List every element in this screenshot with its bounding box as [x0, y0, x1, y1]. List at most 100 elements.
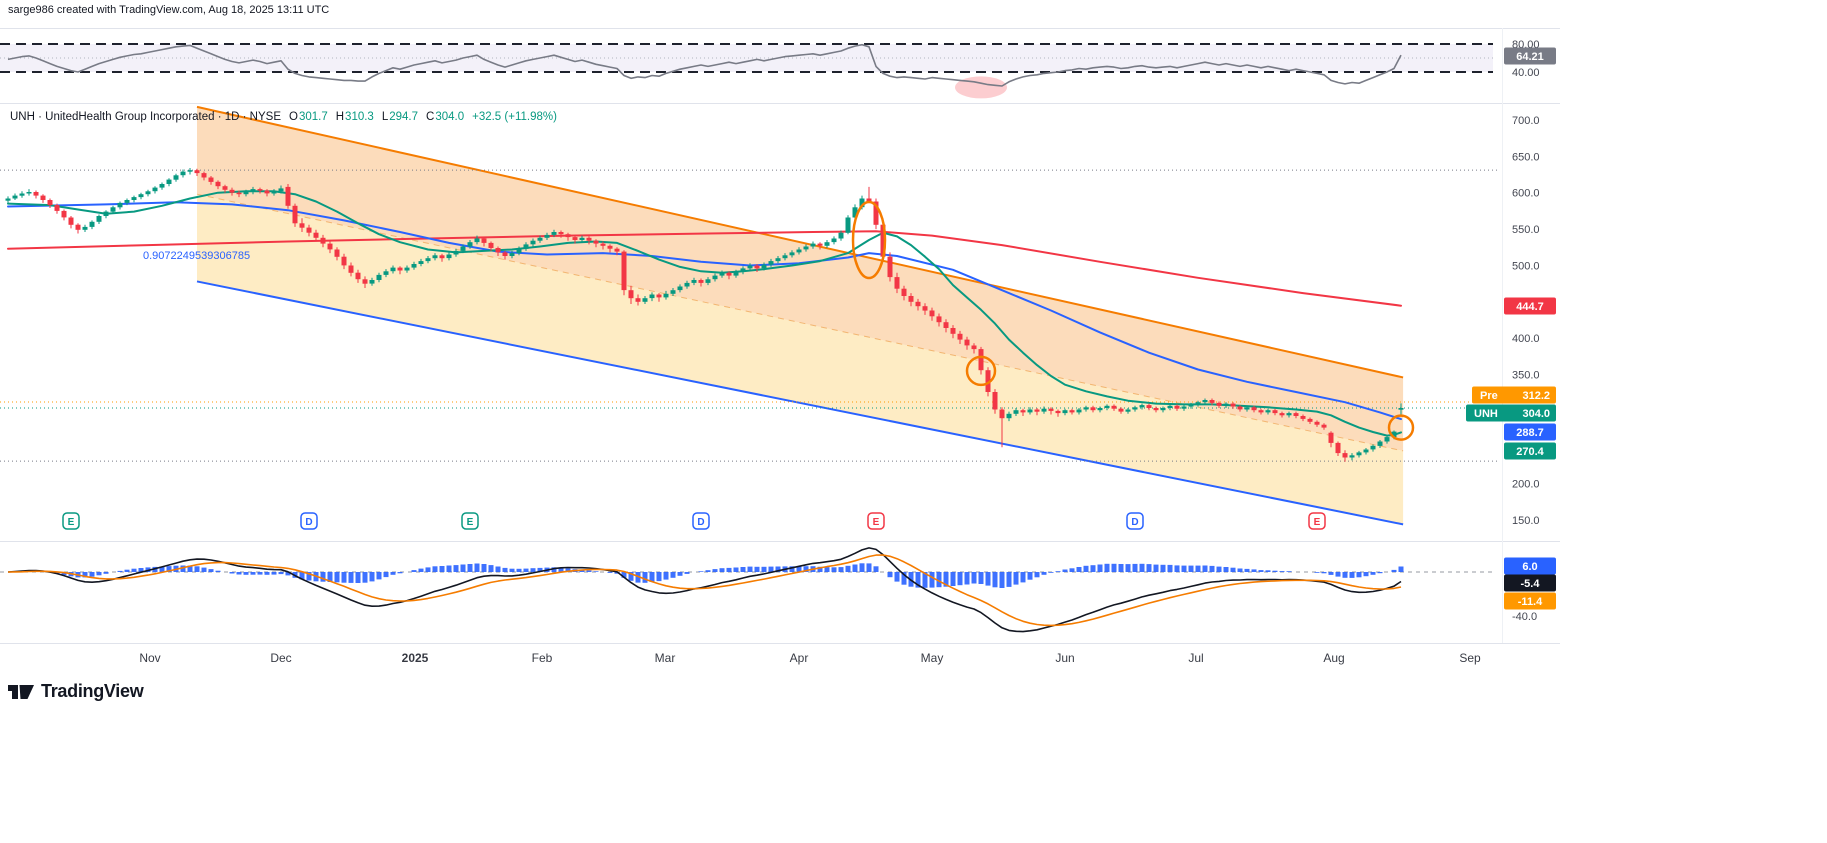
macd-histogram-bar: [1244, 568, 1250, 572]
dividend-marker[interactable]: [692, 512, 710, 530]
symbol-title[interactable]: UNH · UnitedHealth Group Incorporated · …: [10, 111, 281, 123]
macd-histogram-bar: [803, 566, 809, 572]
macd-histogram-bar: [635, 572, 641, 583]
macd-histogram-bar: [411, 570, 417, 572]
macd-histogram-bar: [789, 566, 795, 572]
candle-body: [810, 243, 816, 247]
rsi-pane[interactable]: [0, 43, 1493, 99]
macd-histogram-bar: [124, 569, 130, 572]
earnings-marker[interactable]: [1308, 512, 1326, 530]
macd-histogram-bar: [1314, 572, 1320, 573]
macd-histogram-bar: [1041, 572, 1047, 575]
dividend-marker[interactable]: [300, 512, 318, 530]
candle-body: [838, 232, 844, 239]
candle-body: [187, 170, 193, 172]
candle-body: [670, 290, 676, 294]
candle-body: [530, 240, 536, 245]
candle-body: [593, 240, 599, 244]
candle-body: [572, 237, 578, 240]
macd-histogram-bar: [649, 572, 655, 582]
candle-body: [1062, 410, 1068, 414]
dividend-marker[interactable]: [1126, 512, 1144, 530]
macd-pane[interactable]: [0, 547, 1493, 633]
price-pane[interactable]: [0, 105, 1500, 526]
svg-text:64.21: 64.21: [1516, 51, 1544, 63]
highlight-circle[interactable]: [851, 200, 887, 280]
candle-body: [908, 296, 914, 302]
macd-histogram-bar: [1356, 572, 1362, 578]
attribution-text: sarge986 created with TradingView.com, A…: [8, 4, 330, 16]
candle-body: [544, 234, 550, 238]
macd-histogram-bar: [236, 572, 242, 575]
svg-text:D: D: [697, 517, 704, 528]
tradingview-logo[interactable]: TradingView: [8, 681, 144, 702]
candle-body: [1125, 409, 1131, 412]
candle-body: [1314, 421, 1320, 425]
candle-body: [292, 205, 298, 224]
candle-body: [656, 294, 662, 298]
highlight-circle[interactable]: [1387, 414, 1415, 441]
candle-body: [495, 248, 501, 253]
candle-body: [243, 192, 249, 195]
candle-body: [1181, 406, 1187, 409]
ohlc-close: C304.0: [426, 111, 465, 123]
macd-histogram-bar: [705, 570, 711, 572]
macd-histogram-bar: [355, 572, 361, 583]
macd-histogram-bar: [656, 572, 662, 582]
candle-body: [1146, 405, 1152, 408]
candle-body: [768, 261, 774, 265]
candle-body: [796, 249, 802, 253]
svg-text:E: E: [1314, 517, 1321, 528]
macd-histogram-bar: [929, 572, 935, 588]
candle-body: [719, 272, 725, 276]
candle-body: [425, 258, 431, 262]
earnings-marker[interactable]: [867, 512, 885, 530]
ohlc-low: L294.7: [381, 111, 419, 123]
candle-body: [677, 286, 683, 291]
macd-histogram-bar: [334, 572, 340, 583]
candle-body: [271, 191, 277, 194]
pane-separators: [0, 28, 1560, 644]
macd-histogram-bar: [719, 568, 725, 572]
candle-body: [453, 250, 459, 255]
macd-histogram-bar: [796, 566, 802, 572]
macd-histogram-bar: [593, 571, 599, 572]
macd-histogram-bar: [761, 566, 767, 572]
candle-body: [1349, 455, 1355, 458]
earnings-marker[interactable]: [62, 512, 80, 530]
macd-histogram-bar: [1377, 572, 1383, 574]
candle-body: [880, 224, 886, 257]
candle-body: [1279, 413, 1285, 416]
macd-histogram-bar: [376, 572, 382, 580]
candle-body: [194, 170, 200, 174]
svg-text:-5.4: -5.4: [1521, 578, 1541, 590]
price-axis[interactable]: 700.0 650.0 600.0 550.0 500.0 400.0 350.0 200.0…: [1466, 39, 1556, 623]
macd-histogram-bar: [852, 564, 858, 572]
drawing-annotations[interactable]: [851, 200, 1415, 441]
candle-body: [180, 171, 186, 176]
candle-body: [684, 282, 690, 287]
channel-top-line[interactable]: [196, 105, 1404, 379]
candle-body: [705, 279, 711, 283]
candle-body: [467, 242, 473, 247]
candle-body: [306, 227, 312, 233]
time-axis[interactable]: Nov Dec 2025 Feb Mar Apr May Jun Jul Aug Sep: [139, 651, 1481, 665]
macd-histogram-bar: [229, 572, 235, 574]
candle-body: [1356, 452, 1362, 456]
macd-histogram-bar: [698, 571, 704, 572]
macd-histogram-bar: [138, 568, 144, 572]
candle-body: [418, 261, 424, 264]
candle-body: [1398, 408, 1404, 410]
highlight-circle[interactable]: [965, 355, 997, 387]
candle-body: [964, 339, 970, 346]
macd-histogram-bar: [1391, 569, 1397, 572]
axis-badge: [1504, 557, 1556, 575]
channel-bottom-line[interactable]: [196, 280, 1404, 526]
macd-histogram-bar: [250, 572, 256, 575]
earnings-marker[interactable]: [461, 512, 479, 530]
candle-body: [1202, 400, 1208, 403]
candle-body: [1034, 409, 1040, 412]
